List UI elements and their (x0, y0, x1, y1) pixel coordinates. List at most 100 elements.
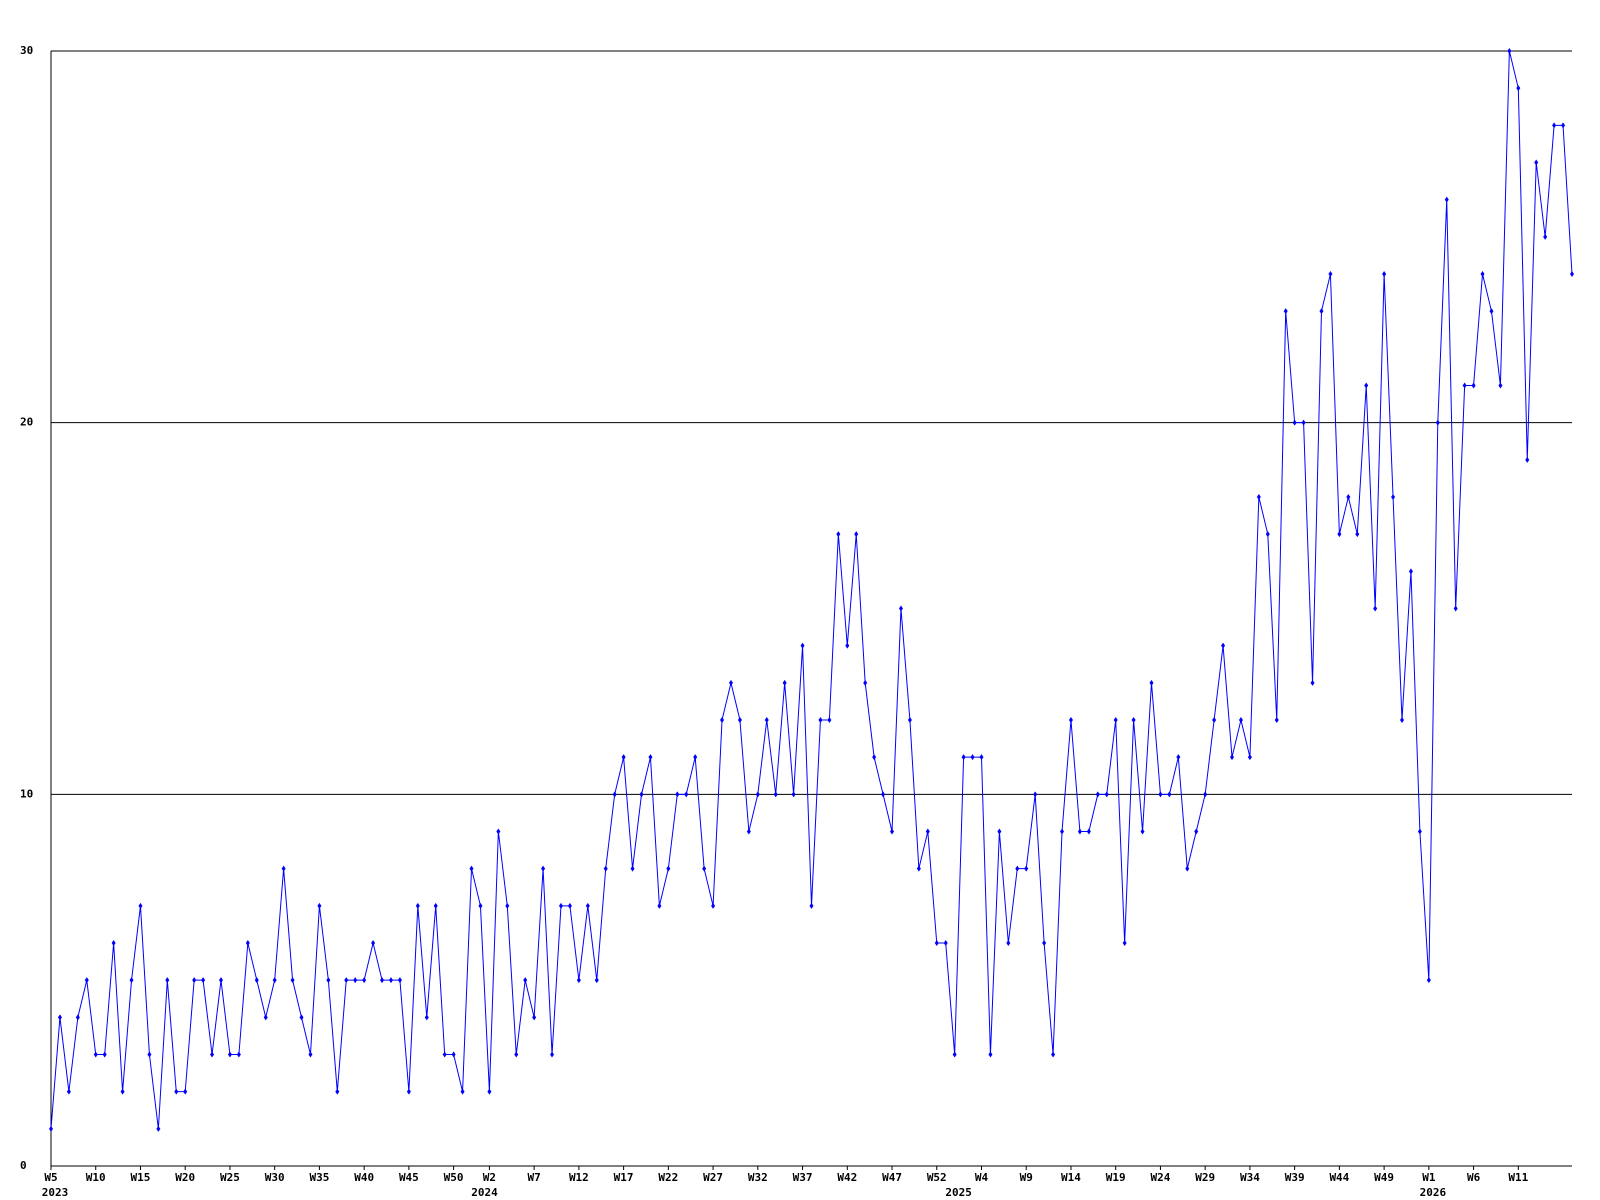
data-point (773, 791, 778, 798)
data-point (737, 717, 742, 723)
x-tick-label: W19 (1106, 1171, 1126, 1184)
data-point (728, 679, 733, 686)
x-tick-label: W34 (1240, 1171, 1260, 1184)
data-point (1498, 382, 1503, 389)
data-point (1230, 754, 1235, 761)
data-point (1051, 1051, 1056, 1058)
data-point (1471, 382, 1476, 389)
data-point (1328, 271, 1333, 277)
x-tick-label: W5 (44, 1171, 57, 1184)
data-point (541, 865, 546, 872)
data-point (111, 940, 116, 946)
data-point (1113, 717, 1118, 723)
data-point (1265, 531, 1270, 538)
x-tick-label: W52 (927, 1171, 947, 1184)
x-tick-label: W6 (1467, 1171, 1481, 1184)
data-point (1122, 940, 1127, 946)
data-point (406, 1088, 411, 1095)
data-point (639, 791, 644, 798)
x-tick-label: W49 (1374, 1171, 1394, 1184)
data-point (1212, 717, 1217, 723)
data-point (1301, 419, 1306, 426)
data-point (380, 977, 385, 984)
data-point (1570, 271, 1574, 277)
data-point (227, 1051, 232, 1058)
data-point (102, 1051, 107, 1058)
data-point (916, 865, 921, 872)
data-point (424, 1014, 429, 1021)
x-tick-label: W22 (658, 1171, 678, 1184)
data-point (898, 605, 903, 612)
data-point (720, 717, 725, 723)
data-point (693, 754, 698, 761)
x-tick-label: W24 (1150, 1171, 1170, 1184)
data-point (1507, 48, 1512, 54)
data-point (183, 1088, 188, 1095)
data-point (907, 717, 912, 723)
data-point (711, 902, 716, 909)
data-point (1140, 828, 1145, 835)
x-tick-label: W50 (444, 1171, 464, 1184)
data-point (657, 902, 662, 909)
data-point (1364, 382, 1369, 389)
x-tick-label: W29 (1195, 1171, 1215, 1184)
data-point (1194, 828, 1199, 835)
x-tick-label: W14 (1061, 1171, 1081, 1184)
data-point (93, 1051, 98, 1058)
y-tick-label: 30 (20, 44, 33, 57)
data-point (1400, 717, 1405, 723)
data-point (362, 977, 367, 984)
data-point (1516, 85, 1521, 92)
data-point (1158, 791, 1163, 798)
data-point (1167, 791, 1172, 798)
x-tick-label: W27 (703, 1171, 723, 1184)
data-point (1256, 494, 1261, 500)
x-tick-label: W35 (309, 1171, 329, 1184)
data-point (1552, 122, 1557, 129)
data-point (791, 791, 796, 798)
x-tick-label: W7 (528, 1171, 541, 1184)
data-point (514, 1051, 519, 1058)
data-point (451, 1051, 456, 1058)
data-point (272, 977, 277, 984)
data-point (1015, 865, 1020, 872)
data-point (75, 1014, 80, 1021)
data-point (782, 679, 787, 686)
data-point (1417, 828, 1422, 835)
data-point (120, 1088, 125, 1095)
data-point (818, 717, 823, 723)
data-point (1238, 717, 1243, 723)
data-point (603, 865, 608, 872)
data-point (1355, 531, 1360, 538)
data-point (1292, 419, 1297, 426)
x-tick-label: W45 (399, 1171, 419, 1184)
data-point (236, 1051, 241, 1058)
data-point (1042, 940, 1047, 946)
data-point (585, 902, 590, 909)
data-point (1086, 828, 1091, 835)
data-point (881, 791, 886, 798)
data-point (1131, 717, 1136, 723)
data-point (1543, 233, 1548, 240)
data-point (210, 1051, 215, 1058)
data-line (50, 50, 1573, 1129)
data-point (621, 754, 626, 761)
data-point (764, 717, 769, 723)
year-label: 2025 (945, 1186, 972, 1199)
data-point (1068, 717, 1073, 723)
x-tick-label: W9 (1020, 1171, 1033, 1184)
data-point (702, 865, 707, 872)
data-point (1060, 828, 1065, 835)
x-tick-label: W15 (131, 1171, 151, 1184)
data-point (344, 977, 349, 984)
data-point (1373, 605, 1378, 612)
data-point (612, 791, 617, 798)
y-tick-label: 0 (20, 1159, 27, 1172)
data-point (576, 977, 581, 984)
data-point (827, 717, 832, 723)
data-point (156, 1125, 161, 1132)
data-point (49, 1125, 53, 1132)
data-point (1077, 828, 1082, 835)
y-tick-label: 10 (20, 787, 33, 800)
data-point (979, 754, 984, 761)
